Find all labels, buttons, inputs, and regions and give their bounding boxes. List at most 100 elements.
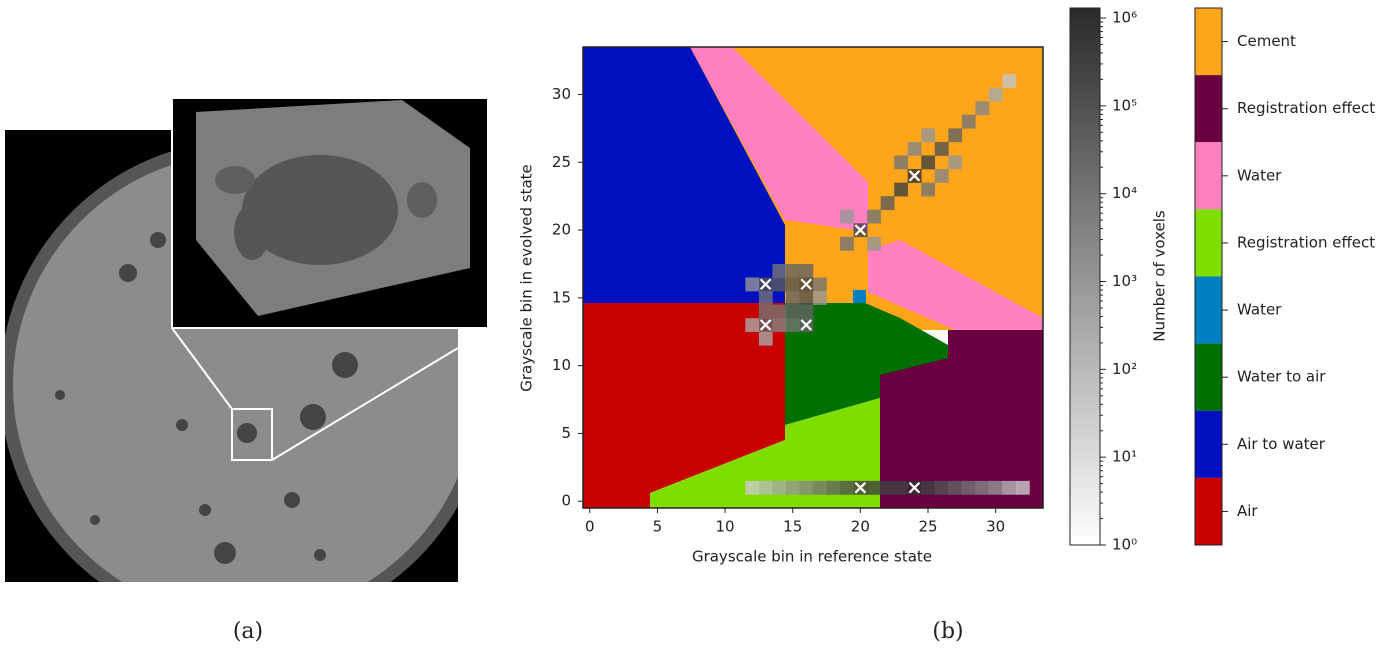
colorbar-tick-label: 10⁶ bbox=[1112, 9, 1137, 27]
colorbar-tick-label: 10¹ bbox=[1112, 448, 1137, 466]
heatmap-cell bbox=[921, 183, 935, 197]
heatmap-cell bbox=[867, 481, 881, 495]
heatmap-cell bbox=[948, 128, 962, 142]
legend-swatch bbox=[1195, 277, 1222, 344]
heatmap-cell bbox=[813, 278, 827, 292]
region bbox=[853, 290, 866, 303]
heatmap-cell bbox=[881, 196, 895, 210]
heatmap-cell bbox=[799, 481, 813, 495]
heatmap-cell bbox=[894, 481, 908, 495]
heatmap-cell bbox=[989, 88, 1003, 102]
heatmap-cell bbox=[1016, 481, 1030, 495]
legend-label: Water bbox=[1237, 166, 1282, 184]
legend-swatch bbox=[1195, 478, 1222, 545]
legend-swatch bbox=[1195, 75, 1222, 142]
heatmap-cell bbox=[759, 305, 773, 319]
heatmap-cell bbox=[786, 278, 800, 292]
heatmap-cell bbox=[948, 481, 962, 495]
heatmap-cell bbox=[840, 237, 854, 251]
legend-swatch bbox=[1195, 411, 1222, 478]
heatmap-cell bbox=[962, 481, 976, 495]
caption: (b) bbox=[932, 619, 963, 644]
heatmap-cell bbox=[921, 481, 935, 495]
heatmap-cell bbox=[975, 101, 989, 115]
y-tick-label: 25 bbox=[552, 153, 571, 171]
y-tick-label: 15 bbox=[552, 288, 571, 306]
legend-swatch bbox=[1195, 8, 1222, 75]
x-tick-label: 10 bbox=[716, 518, 735, 536]
heatmap-cell bbox=[867, 210, 881, 224]
ct-image bbox=[0, 98, 490, 630]
heatmap-cell bbox=[786, 291, 800, 305]
heatmap-cell bbox=[1002, 74, 1016, 88]
heatmap-cell bbox=[786, 318, 800, 332]
heatmap-cell bbox=[989, 481, 1003, 495]
heatmap-cell bbox=[935, 169, 949, 183]
y-axis-label: Grayscale bin in evolved state bbox=[518, 164, 536, 392]
legend-swatch bbox=[1195, 209, 1222, 276]
y-tick-label: 30 bbox=[552, 85, 571, 103]
heatmap-cell bbox=[772, 318, 786, 332]
heatmap-cell bbox=[975, 481, 989, 495]
legend-label: Air to water bbox=[1237, 435, 1326, 453]
heatmap-cell bbox=[813, 481, 827, 495]
heatmap-cell bbox=[759, 481, 773, 495]
y-tick-label: 0 bbox=[561, 492, 571, 510]
colorbar bbox=[1070, 8, 1100, 545]
heatmap-cell bbox=[840, 210, 854, 224]
x-tick-label: 25 bbox=[918, 518, 937, 536]
y-tick-label: 5 bbox=[561, 424, 571, 442]
heatmap-cell bbox=[745, 318, 759, 332]
heatmap-cell bbox=[840, 481, 854, 495]
colorbar-tick-label: 10² bbox=[1112, 360, 1137, 378]
figure: Grayscale bin in reference state Graysca… bbox=[0, 0, 1398, 653]
heatmap-cell bbox=[745, 278, 759, 292]
caption: (a) bbox=[233, 619, 263, 644]
x-tick-label: 15 bbox=[783, 518, 802, 536]
heatmap-cell bbox=[772, 305, 786, 319]
legend-swatch bbox=[1195, 344, 1222, 411]
y-tick-label: 10 bbox=[552, 356, 571, 374]
heatmap-cell bbox=[813, 291, 827, 305]
heatmap-cell bbox=[935, 481, 949, 495]
heatmap-cell bbox=[745, 481, 759, 495]
x-tick-label: 5 bbox=[653, 518, 663, 536]
legend-swatch bbox=[1195, 142, 1222, 209]
colorbar-tick-label: 10³ bbox=[1112, 272, 1137, 290]
legend-label: Water to air bbox=[1237, 368, 1326, 386]
legend-label: Cement bbox=[1237, 32, 1296, 50]
heatmap-cell bbox=[786, 481, 800, 495]
colorbar-tick-label: 10⁴ bbox=[1112, 184, 1137, 202]
heatmap-cell bbox=[827, 481, 841, 495]
heatmap-cell bbox=[921, 155, 935, 169]
legend-label: Water bbox=[1237, 301, 1282, 319]
heatmap-cell bbox=[759, 291, 773, 305]
heatmap-cell bbox=[786, 264, 800, 278]
heatmap-cell bbox=[921, 128, 935, 142]
colorbar-tick-label: 10⁰ bbox=[1112, 536, 1137, 554]
colorbar-label: Number of voxels bbox=[1151, 210, 1169, 342]
x-tick-label: 0 bbox=[585, 518, 595, 536]
heatmap-cell bbox=[799, 291, 813, 305]
x-tick-label: 20 bbox=[851, 518, 870, 536]
legend-label: Air bbox=[1237, 502, 1258, 520]
legend-label: Registration effect bbox=[1237, 233, 1375, 251]
heatmap-cell bbox=[799, 264, 813, 278]
x-tick-label: 30 bbox=[986, 518, 1005, 536]
heatmap-cell bbox=[772, 481, 786, 495]
colorbar-tick-label: 10⁵ bbox=[1112, 96, 1137, 114]
heatmap-cell bbox=[799, 305, 813, 319]
heatmap-cell bbox=[962, 115, 976, 129]
heatmap-cell bbox=[948, 155, 962, 169]
heatmap-cell bbox=[881, 481, 895, 495]
heatmap-cell bbox=[908, 142, 922, 156]
heatmap-cell bbox=[759, 332, 773, 346]
heatmap-cell bbox=[772, 264, 786, 278]
heatmap-cell bbox=[1002, 481, 1016, 495]
heatmap-cell bbox=[772, 278, 786, 292]
y-tick-label: 20 bbox=[552, 221, 571, 239]
heatmap-cell bbox=[894, 155, 908, 169]
heatmap-cell bbox=[786, 305, 800, 319]
heatmap-cell bbox=[867, 237, 881, 251]
heatmap-cell bbox=[894, 183, 908, 197]
